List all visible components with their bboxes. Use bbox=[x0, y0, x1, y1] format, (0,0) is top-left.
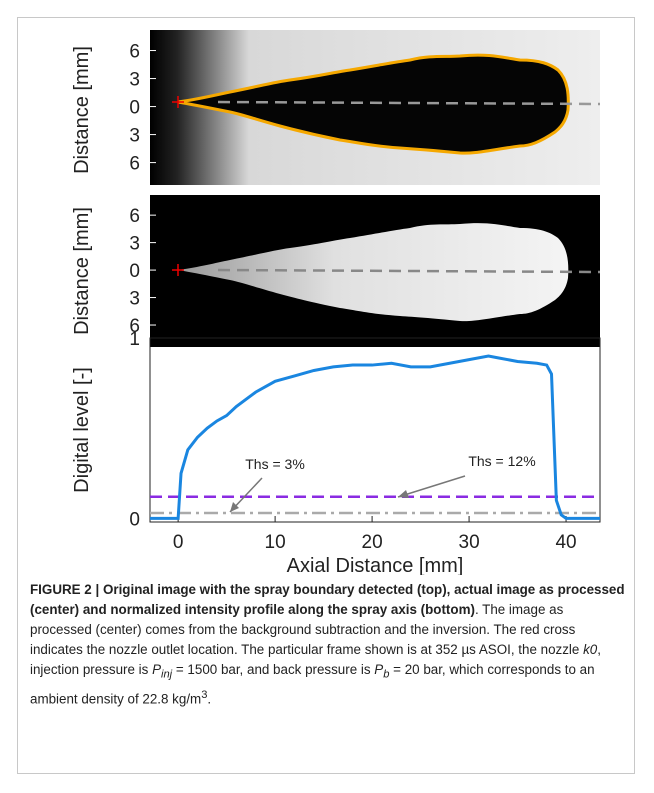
arrow-head bbox=[398, 490, 409, 498]
caption-text: = 20 bar, which corresponds to an ambien… bbox=[30, 662, 595, 707]
caption-symbol: P bbox=[152, 662, 161, 677]
caption-text: = 1500 bar, and back pressure is bbox=[172, 662, 375, 677]
profile-line bbox=[150, 354, 600, 520]
y-tick-label: 3 bbox=[129, 126, 140, 147]
y-tick-label: 3 bbox=[129, 234, 140, 255]
y-tick-label: 3 bbox=[129, 70, 140, 91]
x-tick-label: 20 bbox=[362, 532, 383, 553]
caption-text: . bbox=[207, 691, 212, 707]
annotation: Ths = 3% bbox=[245, 456, 305, 472]
caption-text: . The image as processed (center) comes … bbox=[30, 602, 584, 657]
x-tick-label: 30 bbox=[459, 532, 480, 553]
caption-superscript: 3 bbox=[201, 688, 208, 701]
nozzle-cross bbox=[172, 96, 184, 108]
spray-image bbox=[178, 223, 569, 322]
caption-title: FIGURE 2 | Original image with the spray… bbox=[30, 582, 625, 617]
caption-subscript: b bbox=[383, 668, 390, 681]
caption: FIGURE 2 | Original image with the spray… bbox=[30, 580, 626, 709]
x-axis-label: Axial Distance [mm] bbox=[287, 555, 464, 575]
y-tick-label: 3 bbox=[129, 289, 140, 310]
y-axis-label: Distance [mm] bbox=[71, 46, 93, 174]
caption-subscript: inj bbox=[161, 668, 173, 681]
spray-boundary bbox=[177, 53, 570, 155]
caption-text: k0 bbox=[583, 642, 598, 657]
y-tick-label: 6 bbox=[129, 42, 140, 63]
y-tick-label: 0 bbox=[129, 509, 140, 530]
y-tick-label: 6 bbox=[129, 316, 140, 337]
caption-symbol: P bbox=[374, 662, 384, 677]
y-tick-label: 6 bbox=[129, 154, 140, 175]
y-tick-label: 0 bbox=[129, 98, 140, 119]
figure-frame bbox=[17, 17, 635, 774]
y-tick-label: 1 bbox=[129, 329, 140, 350]
y-tick-label: 6 bbox=[129, 206, 140, 227]
nozzle-cross bbox=[172, 264, 184, 276]
x-tick-label: 40 bbox=[555, 532, 576, 553]
arrow-head bbox=[230, 502, 239, 512]
spray-axis bbox=[217, 268, 601, 274]
x-tick-label: 0 bbox=[173, 532, 184, 553]
y-axis-label: Distance [mm] bbox=[71, 207, 93, 335]
annotation-arrow bbox=[397, 475, 466, 498]
caption-text: , injection pressure is bbox=[30, 642, 601, 677]
y-tick-label: 0 bbox=[129, 261, 140, 282]
y-axis-label: Digital level [-] bbox=[71, 367, 93, 493]
annotation: Ths = 12% bbox=[468, 453, 535, 469]
x-tick-label: 10 bbox=[265, 532, 286, 553]
spray-axis bbox=[217, 100, 601, 106]
plot-frame bbox=[149, 337, 601, 523]
